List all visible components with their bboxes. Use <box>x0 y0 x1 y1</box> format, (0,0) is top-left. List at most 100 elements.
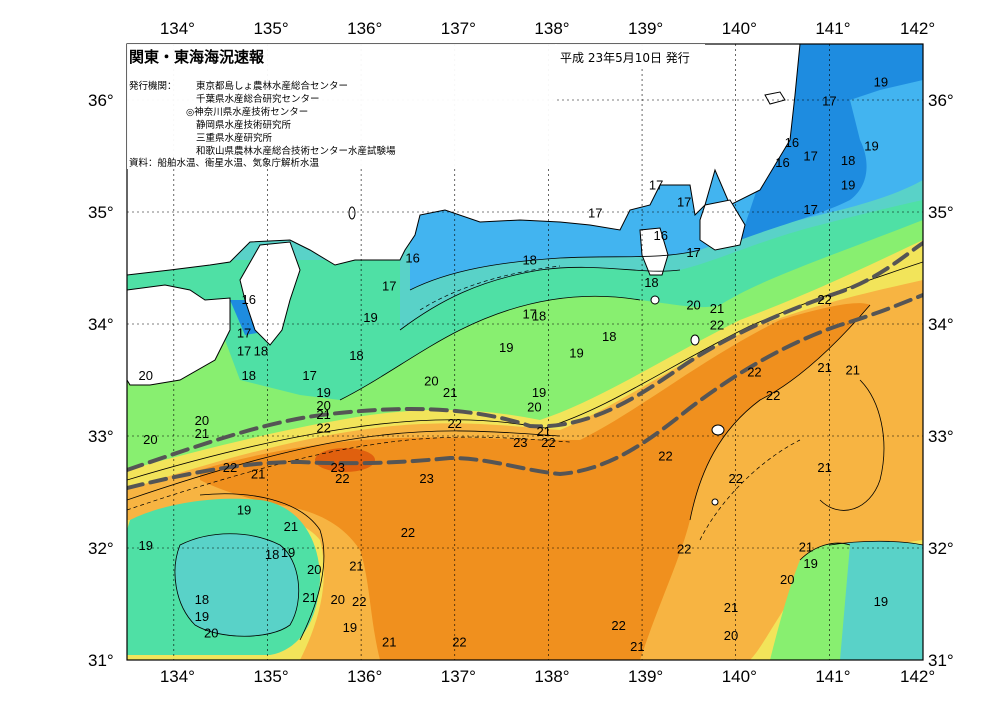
isotherm-label: 20 <box>307 562 321 577</box>
isotherm-label: 17 <box>588 206 602 221</box>
isotherm-label: 23 <box>513 435 527 450</box>
isotherm-label: 22 <box>352 594 366 609</box>
axis-ticks: 134° 134° 135° 135° 136° 136° 137° 137° 138° 138°… <box>88 19 954 686</box>
isotherm-label: 20 <box>527 399 541 414</box>
header-box <box>127 44 557 169</box>
isotherm-label: 21 <box>251 467 265 482</box>
kuroshio-axis <box>127 241 923 490</box>
lon-tick-bottom: 141° <box>815 667 850 686</box>
isotherm-label: 22 <box>728 471 742 486</box>
isotherm-label: 22 <box>541 435 555 450</box>
isotherm-label: 21 <box>382 635 396 650</box>
isotherm-label: 17 <box>803 148 817 163</box>
isotherm-label: 21 <box>817 360 831 375</box>
isotherm-label: 16 <box>785 135 799 150</box>
isotherm-label: 18 <box>265 547 279 562</box>
isotherm-label: 22 <box>817 292 831 307</box>
isotherm-label: 18 <box>841 153 855 168</box>
isotherm-label: 18 <box>532 309 546 324</box>
lon-tick-bottom: 140° <box>722 667 757 686</box>
isotherm-label: 16 <box>654 228 668 243</box>
isotherm-label: 17 <box>649 178 663 193</box>
isotherm-label: 21 <box>443 385 457 400</box>
isotherm-label: 16 <box>405 250 419 265</box>
isotherm-label: 19 <box>841 178 855 193</box>
issuer-name: 和歌山県農林水産総合技術センター水産試験場 <box>196 145 396 157</box>
lon-tick-bottom: 142° <box>900 667 935 686</box>
isotherm-label: 20 <box>204 626 218 641</box>
lon-tick-top: 141° <box>815 19 850 38</box>
isotherm-label: 19 <box>343 620 357 635</box>
page-title: 関東・東海海況速報 <box>129 48 265 66</box>
lon-tick-bottom: 138° <box>534 667 569 686</box>
lat-tick-right: 32° <box>928 539 954 558</box>
isotherm-label: 23 <box>419 471 433 486</box>
isotherm-label: 21 <box>630 639 644 654</box>
issuer-name: 三重県水産研究所 <box>196 132 273 144</box>
lon-tick-top: 142° <box>900 19 935 38</box>
isotherm-label: 17 <box>822 94 836 109</box>
isotherm-label: 22 <box>316 421 330 436</box>
isotherm-label: 22 <box>335 471 349 486</box>
lon-tick-top: 138° <box>534 19 569 38</box>
issue-date: 平成 23年5月10日 発行 <box>560 51 690 65</box>
isotherm-label: 17 <box>237 325 251 340</box>
isotherm-label: 19 <box>138 538 152 553</box>
isotherm-label: 21 <box>846 362 860 377</box>
isotherm-label: 19 <box>316 385 330 400</box>
isotherm-label: 18 <box>254 343 268 358</box>
isotherm-label: 22 <box>448 416 462 431</box>
data-source: 資料：船舶水温、衛星水温、気象庁解析水温 <box>129 157 320 169</box>
sst-zone-24 <box>315 448 375 472</box>
kuroshio-axis-north <box>127 241 923 472</box>
isotherm-label: 22 <box>658 449 672 464</box>
isotherm-label: 19 <box>874 75 888 90</box>
lon-tick-top: 140° <box>722 19 757 38</box>
isotherm-label: 21 <box>195 426 209 441</box>
isotherm-label: 19 <box>281 545 295 560</box>
lat-tick-right: 36° <box>928 91 954 110</box>
isotherm-label: 20 <box>686 297 700 312</box>
isotherm-label: 17 <box>302 368 316 383</box>
isotherm-label: 20 <box>780 572 794 587</box>
isotherm-label: 22 <box>766 388 780 403</box>
isotherm-label: 22 <box>452 635 466 650</box>
isotherm-label: 20 <box>138 368 152 383</box>
lat-tick-right: 34° <box>928 315 954 334</box>
lon-tick-top: 137° <box>441 19 476 38</box>
isotherm-label: 16 <box>775 155 789 170</box>
isotherm-label: 19 <box>363 310 377 325</box>
isotherm-label: 22 <box>223 460 237 475</box>
lon-tick-top: 139° <box>628 19 663 38</box>
isotherm-label: 19 <box>195 609 209 624</box>
isotherm-label: 17 <box>237 343 251 358</box>
isotherm-label: 21 <box>349 558 363 573</box>
lon-tick-bottom: 139° <box>628 667 663 686</box>
isotherm-label: 22 <box>747 365 761 380</box>
issuer-name: ◎神奈川県水産技術センター <box>186 106 308 118</box>
issuer-name: 静岡県水産技術研究所 <box>196 119 292 131</box>
isotherm-label: 23 <box>330 460 344 475</box>
isotherm-label: 19 <box>569 346 583 361</box>
issuers-list: 東京都島しょ農林水産総合センター千葉県水産総合研究センター◎神奈川県水産技術セン… <box>186 80 396 157</box>
issuer-name: 東京都島しょ農林水産総合センター <box>196 80 348 92</box>
lon-tick-bottom: 137° <box>441 667 476 686</box>
sst-zone-23 <box>200 303 870 660</box>
lat-tick-left: 34° <box>88 315 114 334</box>
isotherm-label: 21 <box>536 424 550 439</box>
lon-tick-top: 135° <box>253 19 288 38</box>
lon-tick-bottom: 134° <box>160 667 195 686</box>
isotherm-label: 20 <box>724 628 738 643</box>
lon-tick-bottom: 136° <box>347 667 382 686</box>
isotherm-label: 17 <box>522 306 536 321</box>
isotherm-label: 18 <box>195 592 209 607</box>
sst-eddy-18 <box>175 533 299 637</box>
lat-tick-left: 33° <box>88 427 114 446</box>
isotherm-label: 19 <box>237 502 251 517</box>
sst-eddy-east-20 <box>770 543 850 660</box>
issuers-label: 発行機関： <box>129 80 177 92</box>
isotherm-label: 19 <box>874 594 888 609</box>
isotherm-lines-dashed <box>127 265 801 541</box>
